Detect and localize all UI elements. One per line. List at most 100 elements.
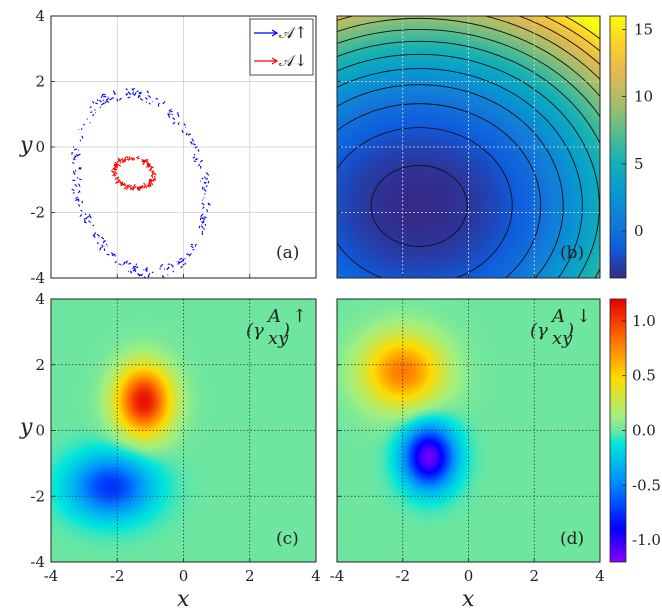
panel-a-points	[71, 87, 211, 278]
scatter-point	[98, 99, 102, 103]
scatter-point	[194, 146, 198, 149]
scatter-point	[114, 170, 118, 175]
scatter-point	[115, 168, 118, 171]
scatter-point	[186, 253, 190, 256]
ytick-label: 4	[35, 7, 45, 25]
scatter-point	[92, 234, 96, 238]
scatter-point	[83, 123, 86, 126]
scatter-point	[136, 187, 141, 192]
panel-a-grid	[51, 16, 316, 278]
contour-line	[337, 68, 583, 278]
scatter-point	[144, 269, 148, 273]
scatter-point	[177, 262, 179, 265]
scatter-point	[112, 253, 115, 256]
scatter-point	[131, 92, 136, 96]
scatter-point	[75, 196, 79, 200]
colorbar-tick-label: -0.5	[632, 476, 661, 494]
scatter-point	[143, 182, 147, 187]
scatter-point	[140, 185, 144, 189]
scatter-point	[85, 215, 90, 220]
scatter-point	[110, 170, 115, 174]
scatter-point	[200, 213, 204, 218]
ytick-label: -4	[30, 553, 45, 571]
contour-line	[337, 17, 600, 98]
legend-label-down: 𝒜↓	[279, 51, 308, 70]
scatter-point	[136, 157, 140, 160]
scatter-point	[114, 161, 118, 165]
scatter-point	[185, 132, 188, 136]
scatter-point	[80, 209, 83, 212]
scatter-point	[144, 97, 148, 100]
scatter-point	[136, 90, 139, 93]
scatter-point	[150, 166, 154, 169]
scatter-point	[182, 258, 185, 261]
scatter-point	[81, 200, 84, 204]
xtick-label: -4	[330, 567, 345, 585]
scatter-point	[139, 97, 143, 101]
scatter-point	[79, 214, 83, 218]
scatter-point	[144, 158, 149, 163]
scatter-point	[205, 185, 208, 188]
scatter-point	[204, 176, 207, 179]
scatter-point	[202, 220, 205, 224]
colorbar-tick-label: 1.0	[632, 312, 656, 330]
colorbar-tick-label: 0	[634, 222, 644, 240]
scatter-point	[167, 114, 171, 118]
scatter-point	[77, 149, 80, 151]
scatter-point	[101, 244, 104, 248]
scatter-point	[151, 170, 154, 173]
scatter-point	[71, 188, 75, 192]
legend-box	[249, 18, 314, 76]
scatter-point	[197, 149, 200, 152]
scatter-point	[101, 93, 104, 97]
scatter-point	[192, 248, 195, 251]
scatter-point	[141, 158, 144, 162]
scatter-point	[178, 261, 180, 264]
ytick-label: 4	[35, 290, 45, 308]
annotation-c: (γ xy A ) ↑	[246, 306, 307, 349]
scatter-point	[100, 236, 105, 240]
contour-line	[337, 103, 542, 278]
scatter-point	[124, 156, 127, 159]
contour-line	[337, 84, 564, 278]
scatter-point	[84, 221, 87, 224]
scatter-point	[147, 165, 151, 168]
scatter-point	[201, 177, 204, 180]
panel-d-ticks: -4 -2 0 2 4	[330, 298, 605, 585]
scatter-point	[172, 270, 175, 273]
panel-b-ticks	[336, 15, 601, 279]
scatter-point	[189, 141, 193, 145]
scatter-point	[168, 111, 171, 113]
annotation-d-paren: )	[566, 320, 574, 341]
panel-c: -4-4 -2 -2 0 0 2 2 4 4 (c) (γ xy A ) ↑ y x	[19, 290, 321, 612]
scatter-point	[122, 261, 126, 266]
scatter-point	[130, 184, 132, 187]
ylabel-a: y	[19, 133, 33, 158]
colorbar-tick-label: 10	[634, 88, 653, 106]
scatter-point	[100, 102, 105, 106]
ytick-label: 0	[35, 138, 45, 156]
ytick-label: -4	[30, 269, 45, 287]
scatter-point	[92, 113, 95, 117]
scatter-point	[96, 233, 100, 237]
xtick-label: -4	[44, 567, 59, 585]
scatter-point	[137, 94, 141, 99]
panel-d: -4 -2 0 2 4 (d) (γ xy A ) ↓ x 1.0 0.5 0.0 -0.5 -…	[330, 298, 661, 612]
scatter-point	[155, 97, 159, 100]
scatter-point	[78, 204, 81, 207]
scatter-point	[125, 260, 128, 264]
scatter-point	[172, 121, 176, 125]
scatter-point	[188, 253, 192, 257]
panel-c-ticks: -4-4 -2 -2 0 0 2 2 4 4	[30, 290, 320, 585]
panel-label-c: (c)	[276, 529, 299, 549]
contour-line	[370, 164, 468, 247]
colorbar-b-frame	[609, 15, 627, 279]
scatter-point	[113, 173, 116, 177]
scatter-point	[206, 208, 209, 213]
panel-a: -4 -2 0 2 4 𝒜↑ 𝒜↓ (a) y	[19, 7, 317, 287]
colorbar-tick-label: 0.0	[632, 422, 656, 440]
scatter-point	[134, 185, 137, 189]
scatter-point	[115, 181, 118, 184]
scatter-point	[147, 95, 152, 99]
scatter-point	[191, 138, 195, 142]
